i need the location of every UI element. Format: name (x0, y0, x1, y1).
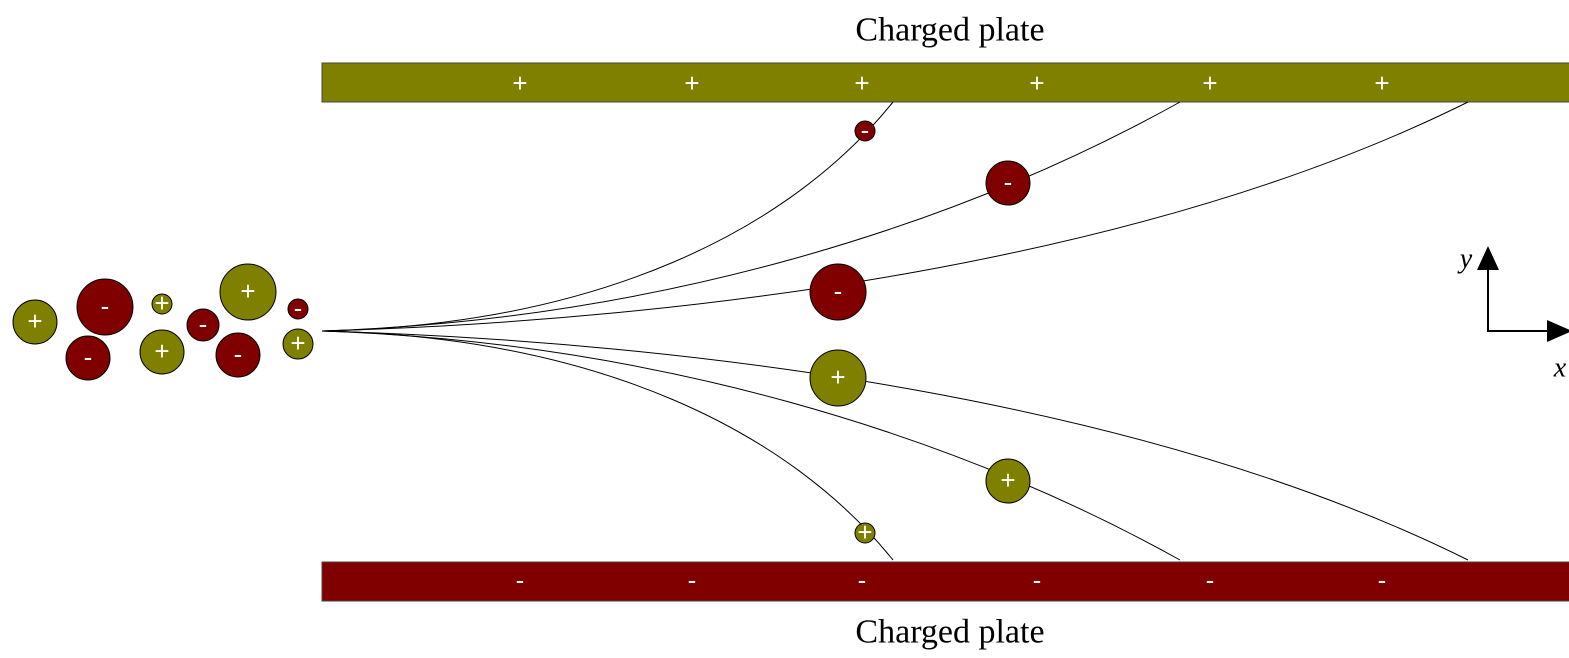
particle-sign: + (154, 288, 169, 318)
particle-sign: + (154, 336, 169, 366)
particle-sign: - (199, 309, 208, 339)
plate-sign: - (1378, 565, 1387, 595)
particle-sign: + (857, 517, 872, 547)
plate-sign: + (854, 68, 869, 98)
plate-sign: + (1029, 68, 1044, 98)
trajectory (322, 331, 1180, 560)
particle-sign: - (834, 276, 843, 306)
x-axis-label: x (1553, 353, 1567, 384)
plate-sign: - (688, 565, 697, 595)
axes-icon: y x (1457, 244, 1569, 384)
particle-sign: + (240, 276, 255, 306)
particle-sign: - (861, 115, 870, 145)
plate-sign: - (1206, 565, 1215, 595)
plate-sign: - (516, 565, 525, 595)
particle-sign: + (290, 328, 305, 358)
particle-sign: - (84, 342, 93, 372)
x-arrow (1547, 320, 1569, 342)
particle-sign: + (1000, 465, 1015, 495)
plate-sign: - (858, 565, 867, 595)
particle-sign: - (234, 339, 243, 369)
trajectory (322, 102, 1180, 331)
particle-sign: + (830, 362, 845, 392)
plate-sign: + (1202, 68, 1217, 98)
plate-sign: + (1374, 68, 1389, 98)
trajectory (322, 102, 1468, 331)
particle-sign: - (101, 291, 110, 321)
trajectory (322, 102, 893, 331)
plate-sign: - (1033, 565, 1042, 595)
particle-sign: - (294, 293, 303, 323)
plate-sign: + (512, 68, 527, 98)
particle-sign: - (1004, 167, 1013, 197)
y-axis-label: y (1457, 244, 1473, 275)
y-arrow (1477, 246, 1499, 270)
bottom-plate-label: Charged plate (855, 614, 1044, 651)
trajectory (322, 331, 893, 560)
trajectories (322, 102, 1468, 560)
top-plate-label: Charged plate (855, 12, 1044, 49)
particle-sign: + (27, 306, 42, 336)
plate-sign: + (684, 68, 699, 98)
trajectory (322, 331, 1468, 560)
diagram: Charged plate Charged plate y x ++++++--… (0, 0, 1569, 658)
